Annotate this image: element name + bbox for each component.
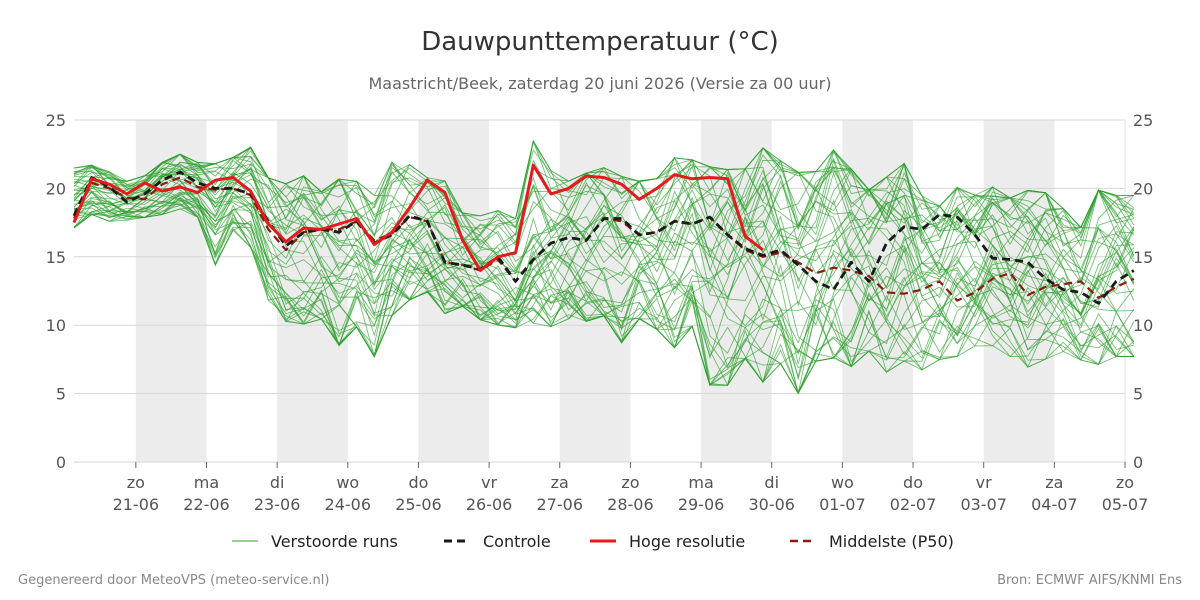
gridlines	[74, 119, 1126, 463]
x-tick-date: 30-06	[748, 495, 795, 514]
y-tick-label-right: 10	[1133, 316, 1153, 335]
ensemble-member-line	[73, 139, 1134, 301]
y-tick-label-left: 15	[46, 248, 66, 267]
x-tick-day: do	[903, 473, 923, 492]
main-series	[72, 163, 1135, 305]
y-tick-label-left: 20	[46, 179, 66, 198]
ensemble-member-line	[73, 147, 1135, 265]
ensemble-member-line	[73, 147, 1134, 273]
ensemble-member-line	[73, 150, 1135, 395]
x-tick-date: 24-06	[325, 495, 372, 514]
x-tick-date: 22-06	[183, 495, 230, 514]
x-tick-day: zo	[1116, 473, 1134, 492]
x-tick-day: vr	[976, 473, 992, 492]
y-tick-label-right: 25	[1133, 111, 1153, 130]
footer-source: Bron: ECMWF AIFS/KNMI Ens	[997, 573, 1182, 588]
x-tick-date: 03-07	[960, 495, 1007, 514]
legend-ensemble-label: Verstoorde runs	[271, 532, 398, 551]
ensemble-member-line	[73, 185, 1135, 383]
ensemble-member-line	[73, 151, 1135, 347]
shaded-band	[559, 120, 631, 462]
y-tick-label-right: 20	[1133, 179, 1153, 198]
y-tick-label-left: 5	[56, 385, 66, 404]
y-tick-label-right: 5	[1133, 385, 1143, 404]
footer-credit: Gegenereerd door MeteoVPS (meteo-service…	[18, 573, 330, 588]
x-tick-date: 25-06	[395, 495, 442, 514]
x-tick-date: 27-06	[537, 495, 584, 514]
high-resolution-line	[72, 163, 764, 272]
x-tick-date: 26-06	[466, 495, 513, 514]
chart-title: Dauwpunttemperatuur (°C)	[421, 27, 779, 57]
x-tick-date: 23-06	[254, 495, 301, 514]
x-tick-date: 01-07	[819, 495, 866, 514]
x-tick-day: do	[408, 473, 428, 492]
y-tick-label-left: 25	[46, 111, 66, 130]
ensemble-member-line	[73, 158, 1135, 318]
ensemble-member-line	[73, 140, 1135, 296]
x-tick-date: 21-06	[113, 495, 160, 514]
x-tick-day: wo	[831, 473, 854, 492]
y-tick-label-left: 10	[46, 316, 66, 335]
x-tick-day: ma	[688, 473, 713, 492]
legend-high-resolution-label: Hoge resolutie	[629, 532, 745, 551]
x-tick-day: ma	[194, 473, 219, 492]
x-tick-day: wo	[336, 473, 359, 492]
ensemble-member-line	[73, 147, 1135, 365]
x-tick-day: zo	[621, 473, 639, 492]
chart-subtitle: Maastricht/Beek, zaterdag 20 juni 2026 (…	[369, 74, 832, 93]
legend-median-label: Middelste (P50)	[829, 532, 954, 551]
y-tick-label-left: 0	[56, 453, 66, 472]
x-tick-date: 04-07	[1031, 495, 1078, 514]
legend: Verstoorde runs Controle Hoge resolutie Mid…	[232, 532, 954, 551]
y-tick-label-right: 15	[1133, 248, 1153, 267]
x-tick-day: za	[551, 473, 569, 492]
x-tick-date: 29-06	[678, 495, 725, 514]
y-tick-label-right: 0	[1133, 453, 1143, 472]
x-tick-day: vr	[481, 473, 497, 492]
x-tick-day: di	[270, 473, 285, 492]
x-tick-date: 02-07	[890, 495, 937, 514]
axis-ticks: 0 0 5 5 10 10 15 15 20 20 25 25 zo 21-06 ma 22-06 di 23-0…	[46, 111, 1154, 514]
x-tick-day: zo	[127, 473, 145, 492]
x-tick-day: di	[764, 473, 779, 492]
x-tick-date: 05-07	[1102, 495, 1149, 514]
legend-control-label: Controle	[483, 532, 551, 551]
ensemble-member-line	[73, 197, 1135, 371]
x-tick-date: 28-06	[607, 495, 654, 514]
x-tick-day: za	[1045, 473, 1063, 492]
ensemble-member-line	[73, 167, 1135, 395]
shaded-band	[701, 120, 772, 462]
ensemble-member-line	[73, 197, 1135, 395]
ensemble-member-line	[73, 149, 1135, 259]
